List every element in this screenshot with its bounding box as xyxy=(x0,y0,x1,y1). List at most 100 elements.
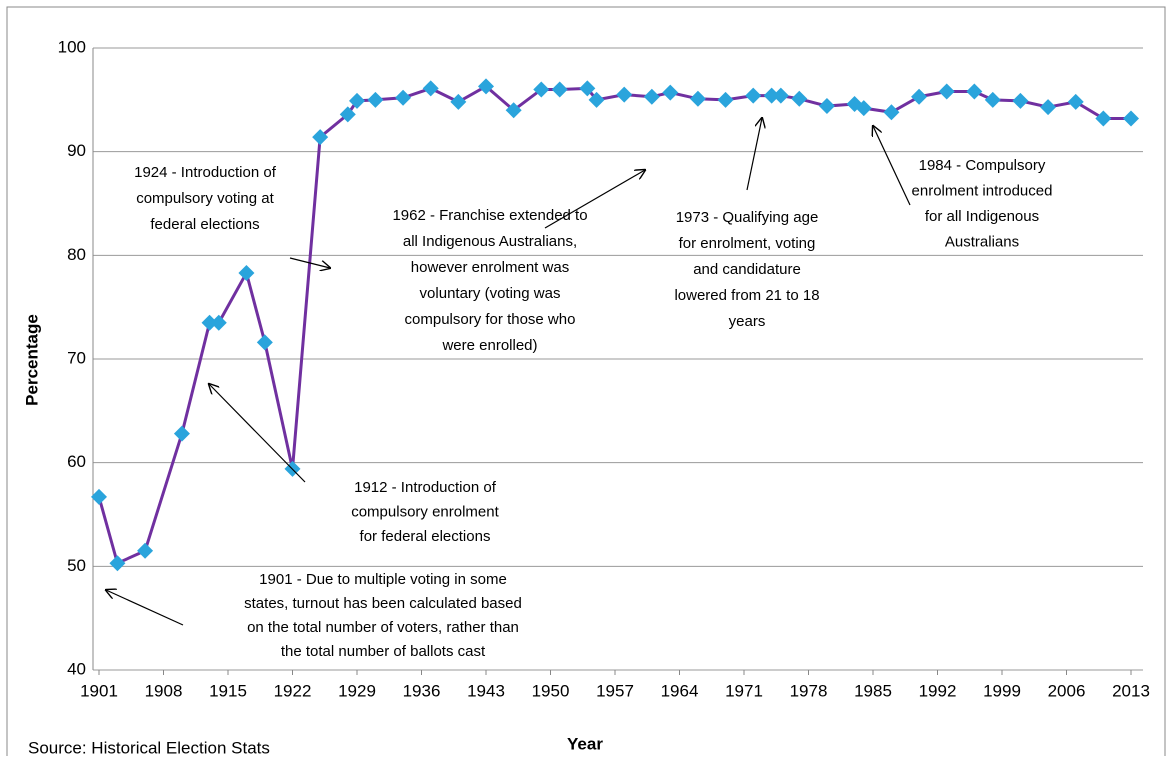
x-tick-label: 1950 xyxy=(532,681,570,700)
point-marker xyxy=(966,83,983,100)
annotation-text: 1924 - Introduction of xyxy=(134,164,277,181)
point-marker xyxy=(984,91,1001,108)
x-tick-label: 1936 xyxy=(403,681,441,700)
point-marker xyxy=(312,129,329,146)
point-marker xyxy=(763,87,780,104)
point-marker xyxy=(91,488,107,505)
point-marker xyxy=(450,93,467,110)
x-tick-label: 1978 xyxy=(790,681,828,700)
y-tick-label: 60 xyxy=(67,452,86,471)
point-marker xyxy=(1067,93,1084,110)
point-marker xyxy=(339,106,356,123)
point-marker xyxy=(855,100,872,117)
point-marker xyxy=(938,83,955,100)
x-tick-label: 2013 xyxy=(1112,681,1150,700)
point-marker xyxy=(717,91,734,108)
annotation-text: on the total number of voters, rather th… xyxy=(247,619,519,636)
annotations: 1924 - Introduction of compulsory voting … xyxy=(106,118,1052,660)
point-marker xyxy=(109,555,126,572)
annotation-text: lowered from 21 to 18 xyxy=(674,287,819,304)
x-tick-label: 1908 xyxy=(145,681,183,700)
point-marker xyxy=(1040,99,1057,116)
point-marker xyxy=(137,542,154,559)
point-marker xyxy=(745,87,762,104)
annotation-text: and candidature xyxy=(693,261,801,278)
annotation-text: for all Indigenous xyxy=(925,208,1039,225)
annotation-text: Australians xyxy=(945,233,1019,250)
x-tick-label: 1943 xyxy=(467,681,505,700)
point-marker xyxy=(210,314,227,331)
x-tick-label: 1901 xyxy=(80,681,118,700)
point-marker xyxy=(883,104,900,121)
point-marker xyxy=(238,264,255,281)
x-tick-label: 1922 xyxy=(274,681,312,700)
y-tick-label: 80 xyxy=(67,245,86,264)
x-tick-label: 1929 xyxy=(338,681,376,700)
y-tick-label: 90 xyxy=(67,141,86,160)
point-marker xyxy=(772,87,789,104)
annotation-text: all Indigenous Australians, xyxy=(403,233,577,250)
x-tick-label: 1985 xyxy=(854,681,892,700)
annotation-text: however enrolment was xyxy=(411,259,569,276)
chart-border xyxy=(6,6,1166,761)
y-axis-label: Percentage xyxy=(22,314,41,406)
point-marker xyxy=(643,88,660,105)
point-marker xyxy=(395,89,412,106)
annotation-text: states, turnout has been calculated base… xyxy=(244,595,522,612)
point-marker xyxy=(173,425,190,442)
annotation-text: years xyxy=(729,313,766,330)
y-tick-label: 100 xyxy=(58,37,86,56)
annotation-text: compulsory enrolment xyxy=(351,503,499,520)
point-marker xyxy=(689,90,706,107)
point-marker xyxy=(588,91,605,108)
point-marker xyxy=(662,84,679,101)
x-tick-label: 1915 xyxy=(209,681,247,700)
source: Source: Historical Election Stats xyxy=(28,738,270,756)
point-marker xyxy=(478,78,494,95)
y-tick-label: 40 xyxy=(67,659,86,678)
annotation-text: compulsory voting at xyxy=(136,190,274,207)
annotation-text: 1984 - Compulsory xyxy=(919,157,1046,174)
point-marker xyxy=(551,81,568,98)
annotation-text: 1912 - Introduction of xyxy=(354,479,497,496)
annotation-text: compulsory for those who xyxy=(405,311,576,328)
annotation-text: voluntary (voting was xyxy=(420,285,561,302)
point-marker xyxy=(579,80,596,97)
arrow xyxy=(106,590,184,626)
arrow xyxy=(544,170,645,229)
y-tick-label: 70 xyxy=(67,348,86,367)
arrow xyxy=(873,126,911,206)
grid: 40 50 60 70 80 90 100 1901 1908 1915 1922 1929 1936 1… xyxy=(58,37,1150,700)
annotation-text: for enrolment, voting xyxy=(679,235,816,252)
x-tick-label: 1999 xyxy=(983,681,1021,700)
point-marker xyxy=(256,334,273,351)
annotation-text: 1901 - Due to multiple voting in some xyxy=(259,571,507,588)
point-marker xyxy=(1095,110,1112,127)
point-marker xyxy=(533,81,550,98)
annotation-text: for federal elections xyxy=(360,528,491,545)
annotation-text: 1973 - Qualifying age xyxy=(676,209,819,226)
point-marker xyxy=(616,86,633,103)
arrow xyxy=(746,118,762,191)
plot xyxy=(91,78,1139,572)
y-tick-label: 50 xyxy=(67,556,86,575)
point-marker xyxy=(818,98,835,115)
point-marker xyxy=(911,88,928,105)
arrow xyxy=(289,257,330,268)
point-marker xyxy=(1012,92,1029,109)
x-tick-label: 1992 xyxy=(919,681,957,700)
point-marker xyxy=(367,91,384,108)
x-tick-label: 2006 xyxy=(1048,681,1086,700)
annotation-text: were enrolled) xyxy=(441,337,537,354)
annotation-text: federal elections xyxy=(150,216,259,233)
x-axis-label: Year xyxy=(567,734,603,753)
point-marker xyxy=(791,90,808,107)
point-marker xyxy=(422,80,439,97)
point-marker xyxy=(1123,110,1139,127)
point-marker xyxy=(201,314,218,331)
x-tick-label: 1971 xyxy=(725,681,763,700)
arrow xyxy=(209,384,306,483)
x-tick-label: 1964 xyxy=(661,681,699,700)
annotation-text: enrolment introduced xyxy=(912,182,1053,199)
